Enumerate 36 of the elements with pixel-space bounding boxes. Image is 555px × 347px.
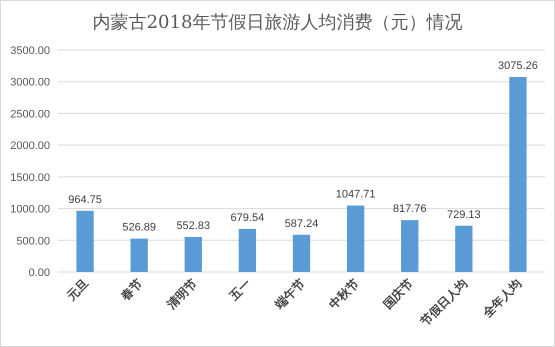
bar [130, 238, 148, 272]
x-tick-label: 春节 [118, 276, 146, 304]
data-label: 964.75 [68, 194, 102, 206]
bar [455, 226, 472, 272]
bar [292, 234, 310, 272]
y-tick-label: 2000.00 [10, 140, 50, 152]
data-label: 817.76 [392, 203, 427, 216]
x-tick-label: 全年人均 [480, 276, 524, 321]
x-tick-label: 国庆节 [380, 276, 416, 312]
bar [76, 210, 94, 272]
x-tick-label: 五一 [226, 276, 254, 304]
y-tick-label: 3500.00 [10, 45, 50, 57]
y-tick-label: 500.00 [16, 235, 50, 248]
data-label: 679.54 [230, 212, 264, 224]
data-label: 3075.26 [498, 60, 538, 72]
data-label: 1047.71 [336, 188, 376, 201]
bar [184, 236, 202, 272]
bar [401, 220, 418, 272]
data-label: 587.24 [284, 218, 318, 230]
y-tick-label: 3000.00 [10, 76, 50, 89]
x-tick-label: 清明节 [163, 276, 200, 312]
bar [238, 228, 256, 272]
y-tick-label: 2500.00 [10, 108, 50, 120]
x-tick-label: 节假日人均 [416, 276, 470, 330]
data-label: 729.13 [447, 208, 481, 221]
bar [346, 206, 364, 272]
chart-title: 内蒙古2018年节假日旅游人均消费（元）情况 [92, 12, 462, 33]
x-tick-label: 端午节 [272, 276, 308, 312]
y-tick-label: 1500.00 [10, 172, 50, 184]
data-label: 552.83 [176, 220, 210, 232]
y-tick-label: 1000.00 [10, 204, 50, 216]
y-tick-label: 0.00 [28, 267, 50, 279]
bar [509, 76, 527, 272]
x-tick-label: 元旦 [64, 276, 92, 304]
x-tick-label: 中秋节 [326, 276, 362, 312]
data-label: 526.89 [122, 222, 156, 234]
